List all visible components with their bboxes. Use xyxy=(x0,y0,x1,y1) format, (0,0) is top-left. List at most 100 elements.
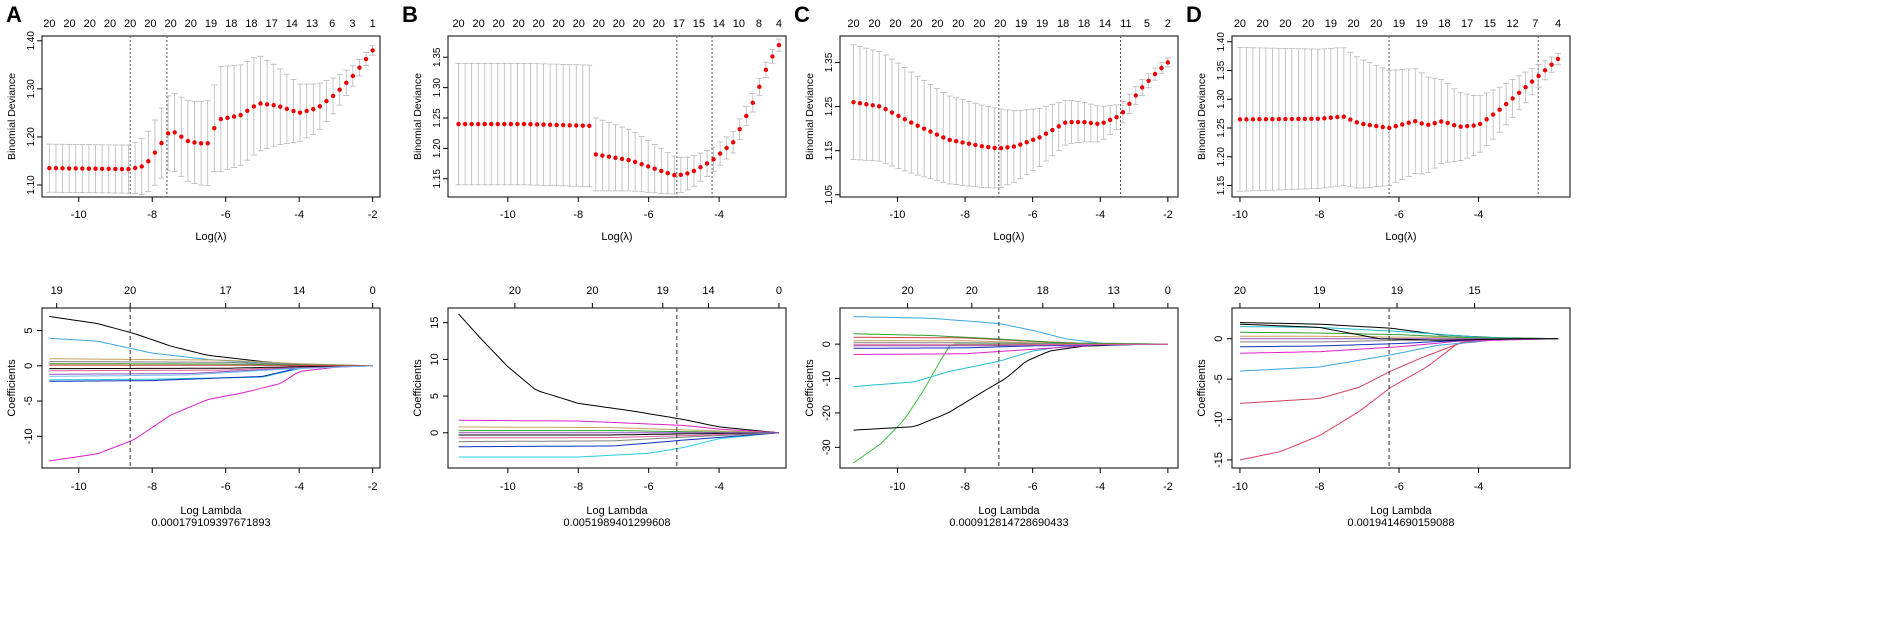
cv-point xyxy=(52,143,59,193)
y-tick-label: 1.15 xyxy=(824,141,835,161)
mean-point xyxy=(1322,116,1327,121)
mean-point xyxy=(1270,116,1275,122)
cv-point xyxy=(1036,107,1043,167)
mean-point xyxy=(560,122,566,128)
cv-point xyxy=(1327,47,1334,188)
y-tick-label: 1.35 xyxy=(824,52,835,72)
cv-point xyxy=(1081,102,1088,143)
coef-line xyxy=(49,365,373,462)
mean-point xyxy=(1328,115,1334,120)
cv-point xyxy=(1392,69,1399,183)
cv-point xyxy=(704,150,711,177)
mean-point xyxy=(508,121,514,127)
coef-line xyxy=(1240,326,1559,340)
cv-point xyxy=(1425,76,1432,173)
y-tick-label: 1.25 xyxy=(432,108,443,128)
nonzero-count-label: 4 xyxy=(1555,18,1561,30)
mean-point xyxy=(902,117,908,122)
cv-point xyxy=(1049,103,1056,157)
coef-line xyxy=(853,333,1168,345)
nonzero-count-label: 20 xyxy=(43,18,55,30)
cv-point xyxy=(1334,47,1341,187)
coef-line xyxy=(1239,338,1559,461)
cv-point xyxy=(863,47,870,161)
mean-point xyxy=(1263,116,1269,122)
cv-point xyxy=(336,73,343,106)
mean-point xyxy=(724,145,729,151)
mean-point xyxy=(928,129,933,134)
x-tick-label: -4 xyxy=(714,481,724,493)
cv-point xyxy=(908,71,915,174)
cv-point xyxy=(664,152,671,195)
y-tick-label: 0 xyxy=(821,341,833,347)
mean-point xyxy=(1419,121,1424,126)
mean-point xyxy=(1030,137,1036,142)
plot-frame xyxy=(839,307,1179,469)
cv-point xyxy=(303,83,310,139)
nonzero-count-label: 1 xyxy=(370,18,376,30)
mean-point xyxy=(1159,65,1164,71)
cv-point xyxy=(290,79,297,143)
cv-point xyxy=(184,100,191,182)
coef-lines xyxy=(49,316,373,462)
y-tick-label: 1.30 xyxy=(432,77,443,97)
cv-point xyxy=(1030,108,1037,171)
cv-point xyxy=(1107,105,1114,135)
mean-point xyxy=(626,157,631,163)
x-tick-label: -6 xyxy=(644,481,654,493)
cv-point xyxy=(677,156,684,193)
plot-frame xyxy=(1231,35,1571,198)
x-axis-label: Log Lambda xyxy=(180,505,242,517)
cv-point xyxy=(132,141,139,195)
mean-point xyxy=(515,121,520,127)
mean-point xyxy=(1088,120,1094,126)
cv-point xyxy=(579,64,586,187)
y-tick-label: -15 xyxy=(1213,452,1225,468)
nonzero-count-label: 19 xyxy=(205,18,217,30)
mean-point xyxy=(632,159,638,165)
cv-point xyxy=(72,144,79,193)
mean-point xyxy=(1542,68,1548,73)
cv-point xyxy=(1457,92,1464,161)
cv-point xyxy=(211,84,218,172)
cv-point xyxy=(138,138,145,195)
cv-point xyxy=(775,38,782,52)
mean-point xyxy=(973,142,978,148)
mean-point xyxy=(113,166,118,172)
mean-point xyxy=(915,123,920,128)
cv-point xyxy=(125,144,132,194)
plot-frame xyxy=(447,35,787,198)
cv-point xyxy=(270,63,277,147)
x-tick-label: -4 xyxy=(294,209,304,221)
y-tick-label: 1.10 xyxy=(26,175,37,195)
cv-point xyxy=(940,92,947,183)
mean-point xyxy=(934,132,940,137)
nonzero-count-label: 20 xyxy=(104,18,116,30)
x-tick-label: -10 xyxy=(71,209,87,221)
cv-point xyxy=(1055,101,1062,151)
nonzero-count-label: 14 xyxy=(1099,18,1111,30)
mean-point xyxy=(1445,120,1450,126)
cv-point xyxy=(573,64,580,187)
cv-point xyxy=(762,61,769,78)
cv-point xyxy=(1405,68,1412,177)
cv-point xyxy=(1373,64,1380,188)
nonzero-count-label: 15 xyxy=(693,18,705,30)
cv-point xyxy=(1542,60,1549,81)
x-tick-label: -2 xyxy=(1163,481,1173,493)
top-tick-label: 17 xyxy=(220,285,232,297)
mean-point xyxy=(1050,127,1055,133)
mean-point xyxy=(1018,142,1023,147)
nonzero-count-label: 4 xyxy=(776,18,782,30)
cv-point xyxy=(876,51,883,162)
mean-point xyxy=(1075,119,1081,125)
cv-point xyxy=(165,95,172,172)
cv-point xyxy=(283,73,290,144)
y-tick-label: 0 xyxy=(23,363,35,369)
cv-point xyxy=(1152,67,1159,81)
nonzero-count-label: 18 xyxy=(225,18,237,30)
cv-point xyxy=(356,59,363,77)
mean-point xyxy=(264,102,270,107)
panel-label: B xyxy=(402,2,418,27)
coef-line xyxy=(49,364,373,367)
